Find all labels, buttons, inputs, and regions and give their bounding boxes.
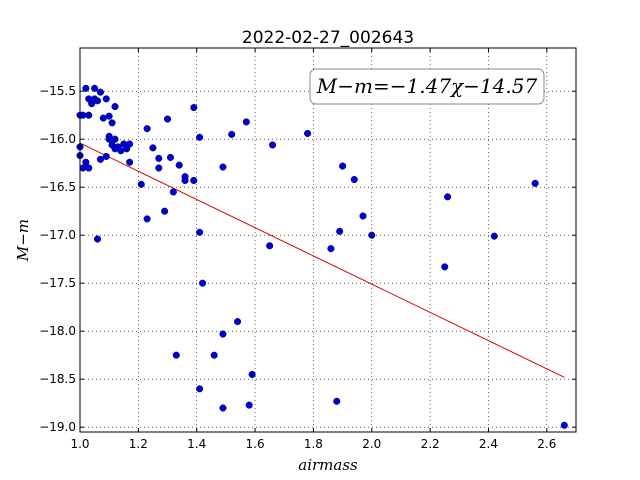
- data-point: [143, 215, 151, 223]
- data-point: [102, 95, 110, 103]
- data-point: [105, 112, 113, 120]
- data-point: [126, 158, 134, 166]
- data-point: [266, 242, 274, 250]
- data-point: [111, 135, 119, 143]
- y-tick-label: −16.0: [39, 132, 76, 146]
- data-point: [368, 231, 376, 239]
- data-point: [359, 212, 367, 220]
- data-point: [210, 351, 218, 359]
- x-tick-label: 1.0: [70, 437, 89, 451]
- grid-lines: [79, 48, 576, 432]
- data-point: [93, 97, 102, 105]
- y-tick-label: −19.0: [39, 420, 76, 434]
- data-points: [76, 84, 568, 429]
- data-point: [82, 84, 90, 92]
- data-point: [91, 84, 99, 92]
- data-point: [93, 235, 102, 243]
- y-tick-label: −18.0: [39, 324, 76, 338]
- data-point: [219, 163, 227, 171]
- x-tick-label: 1.2: [129, 437, 148, 451]
- y-tick-label: −17.5: [39, 276, 76, 290]
- data-point: [137, 180, 145, 188]
- data-point: [327, 245, 335, 253]
- data-point: [350, 175, 358, 184]
- x-axis-ticks: 1.0 1.2 1.4 1.6 1.8 2.0 2.2 2.4 2.6: [70, 48, 556, 451]
- data-point: [333, 397, 341, 405]
- data-point: [248, 370, 256, 378]
- fit-line: [79, 142, 565, 378]
- data-point: [196, 385, 204, 393]
- data-point: [172, 351, 180, 359]
- data-point: [169, 188, 177, 196]
- data-point: [196, 133, 204, 141]
- data-point: [96, 155, 104, 163]
- data-point: [242, 118, 250, 126]
- data-point: [108, 119, 116, 127]
- data-point: [143, 125, 151, 133]
- data-point: [85, 111, 93, 119]
- data-point: [219, 404, 227, 412]
- data-point: [96, 88, 104, 96]
- x-tick-label: 1.4: [187, 437, 206, 451]
- y-tick-label: −17.0: [39, 228, 76, 242]
- x-tick-label: 1.6: [246, 437, 265, 451]
- plot-frame: [79, 47, 577, 433]
- data-point: [304, 129, 312, 137]
- data-point: [228, 130, 236, 138]
- fit-equation: M−m=−1.47χ−14.57: [316, 74, 538, 98]
- fit-line-group: [79, 142, 565, 378]
- y-tick-label: −18.5: [39, 372, 76, 386]
- chart-title: 2022-02-27_002643: [242, 28, 414, 48]
- data-point: [441, 263, 449, 271]
- data-point: [181, 176, 189, 185]
- data-point: [490, 232, 498, 240]
- data-point: [196, 228, 204, 236]
- data-point: [175, 161, 183, 169]
- data-point: [149, 144, 157, 152]
- y-tick-label: −15.5: [39, 84, 76, 98]
- data-point: [161, 207, 169, 215]
- x-tick-label: 2.6: [537, 437, 556, 451]
- x-tick-label: 2.2: [421, 437, 440, 451]
- data-point: [166, 153, 174, 161]
- x-tick-label: 2.4: [479, 437, 498, 451]
- data-point: [111, 103, 119, 111]
- fit-equation-box: M−m=−1.47χ−14.57: [309, 68, 545, 105]
- data-point: [198, 279, 207, 287]
- data-point: [82, 158, 90, 166]
- data-point: [531, 179, 539, 187]
- data-point: [444, 193, 452, 201]
- data-point: [269, 141, 277, 149]
- annotation-box: [309, 68, 545, 105]
- data-point: [336, 227, 344, 235]
- data-point: [234, 318, 242, 326]
- data-point: [560, 421, 568, 429]
- x-tick-label: 2.0: [362, 437, 381, 451]
- data-point: [219, 330, 227, 338]
- data-point: [155, 164, 163, 172]
- y-tick-label: −16.5: [39, 180, 76, 194]
- data-point: [155, 154, 163, 162]
- data-point: [126, 140, 134, 148]
- x-tick-label: 1.8: [304, 437, 323, 451]
- data-point: [85, 164, 93, 172]
- y-axis-ticks: −15.5 −16.0 −16.5 −17.0 −17.5 −18.0 −18.5 −19.0: [39, 84, 576, 434]
- data-point: [102, 152, 110, 161]
- data-point: [190, 103, 198, 112]
- data-point: [339, 162, 347, 170]
- data-point: [190, 176, 198, 185]
- y-axis-label: M−m: [14, 219, 32, 262]
- data-point: [163, 115, 172, 123]
- data-point: [245, 401, 253, 409]
- x-axis-label: airmass: [298, 456, 358, 474]
